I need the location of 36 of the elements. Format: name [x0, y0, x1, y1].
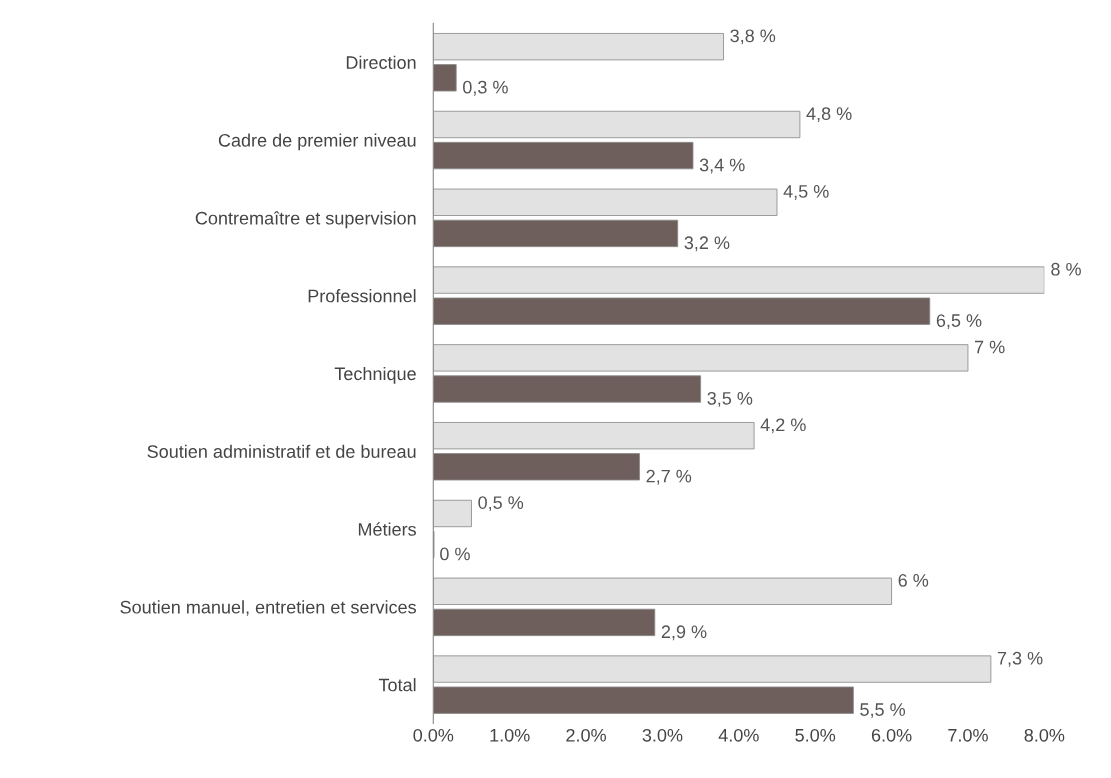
data-label: 2,7 %	[646, 469, 692, 485]
y-tick-label: Technique	[334, 366, 416, 384]
x-tick-label: 3.0%	[642, 728, 683, 742]
data-label: 3,4 %	[699, 158, 745, 174]
data-label: 3,8 %	[730, 29, 776, 45]
data-label: 4,5 %	[783, 185, 829, 200]
y-tick-label: Contremaître et supervision	[195, 211, 416, 229]
x-tick-label: 7.0%	[948, 728, 988, 742]
x-tick-label: 5.0%	[795, 728, 836, 742]
y-tick-label: Métiers	[358, 522, 416, 536]
data-label: 6 %	[898, 574, 929, 587]
data-label: 7,3 %	[997, 651, 1043, 667]
data-label: 4,2 %	[760, 418, 806, 434]
x-tick-label: 2.0%	[566, 728, 606, 742]
data-label: 0,5 %	[478, 496, 524, 512]
y-tick-label: Soutien manuel, entretien et services	[120, 600, 416, 616]
data-label: 4,8 %	[806, 107, 852, 123]
data-label: 6,5 %	[936, 314, 982, 330]
data-label: 0 %	[440, 547, 470, 561]
data-label: 2,9 %	[661, 625, 707, 641]
y-tick-label: Total	[378, 678, 416, 692]
x-tick-label: 4.0%	[718, 728, 759, 742]
y-tick-label: Direction	[346, 55, 416, 69]
x-tick-label: 6.0%	[871, 728, 912, 742]
x-tick-label: 8.0%	[1024, 728, 1065, 742]
y-tick-label: Cadre de premier niveau	[218, 133, 416, 151]
data-label: 5,5 %	[860, 703, 906, 719]
x-tick-label: 0.0%	[413, 728, 454, 742]
data-label: 8 %	[1051, 262, 1081, 276]
data-label: 3,2 %	[684, 236, 730, 252]
data-label: 0,3 %	[463, 80, 508, 96]
x-tick-label: 1.0%	[490, 728, 530, 742]
y-tick-label: Professionnel	[308, 289, 416, 303]
data-label: 7 %	[974, 340, 1005, 354]
data-label: 3,5 %	[707, 391, 753, 407]
y-tick-label: Soutien administratif et de bureau	[147, 444, 416, 458]
